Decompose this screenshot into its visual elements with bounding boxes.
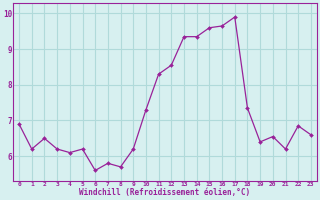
X-axis label: Windchill (Refroidissement éolien,°C): Windchill (Refroidissement éolien,°C) [79, 188, 251, 197]
